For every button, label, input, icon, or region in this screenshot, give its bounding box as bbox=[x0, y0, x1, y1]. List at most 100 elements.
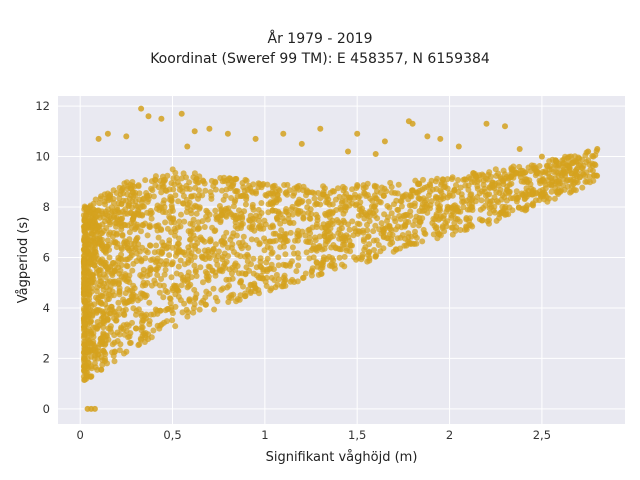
data-point bbox=[161, 319, 167, 326]
data-point bbox=[179, 309, 186, 316]
data-point bbox=[91, 262, 98, 269]
data-point bbox=[478, 197, 485, 204]
data-point bbox=[590, 177, 597, 184]
data-point bbox=[162, 219, 169, 226]
data-point bbox=[433, 193, 439, 200]
data-point bbox=[262, 192, 269, 198]
x-tick-label: 0,5 bbox=[163, 428, 181, 442]
data-point bbox=[139, 324, 146, 331]
data-point bbox=[190, 309, 197, 316]
y-tick-label: 6 bbox=[43, 250, 50, 264]
data-point bbox=[277, 233, 284, 240]
data-point bbox=[440, 212, 447, 219]
data-point bbox=[110, 239, 117, 246]
data-point bbox=[184, 273, 191, 279]
data-point bbox=[370, 228, 377, 235]
data-point bbox=[515, 204, 522, 211]
data-point bbox=[81, 377, 88, 383]
data-point bbox=[420, 176, 426, 183]
data-point bbox=[164, 172, 171, 179]
data-point bbox=[343, 247, 350, 254]
data-point bbox=[130, 282, 137, 289]
data-point bbox=[387, 179, 394, 186]
data-point bbox=[304, 239, 311, 245]
data-point bbox=[115, 281, 122, 288]
data-point bbox=[160, 294, 167, 301]
data-point bbox=[469, 207, 476, 213]
data-point bbox=[313, 224, 320, 230]
data-point bbox=[237, 279, 244, 285]
data-point bbox=[315, 271, 322, 278]
data-point bbox=[191, 262, 198, 269]
data-point bbox=[339, 261, 345, 268]
data-point bbox=[294, 250, 301, 257]
data-point bbox=[89, 312, 96, 318]
data-point bbox=[178, 211, 184, 218]
data-point bbox=[223, 186, 230, 193]
data-point bbox=[439, 223, 446, 230]
data-point bbox=[81, 347, 88, 354]
data-point bbox=[275, 262, 282, 269]
data-point bbox=[126, 229, 133, 236]
data-point bbox=[479, 188, 486, 195]
data-point bbox=[433, 211, 440, 218]
data-point bbox=[94, 284, 101, 291]
data-point bbox=[172, 252, 179, 259]
data-point bbox=[184, 313, 191, 320]
data-point bbox=[132, 246, 139, 252]
data-point bbox=[152, 223, 159, 230]
data-point bbox=[248, 236, 255, 243]
data-point bbox=[100, 331, 107, 338]
data-point bbox=[340, 241, 346, 248]
data-point bbox=[81, 218, 88, 225]
data-point bbox=[167, 300, 174, 307]
data-point bbox=[220, 234, 227, 241]
data-point bbox=[276, 187, 283, 194]
data-point bbox=[167, 295, 174, 302]
data-point bbox=[169, 244, 176, 251]
data-point bbox=[219, 178, 226, 185]
data-point bbox=[551, 195, 558, 202]
data-point bbox=[366, 248, 373, 255]
data-point bbox=[482, 175, 489, 182]
data-point bbox=[146, 222, 153, 229]
data-point bbox=[416, 208, 423, 215]
data-point bbox=[171, 232, 178, 239]
data-point bbox=[275, 254, 282, 261]
x-tick-label: 1,5 bbox=[348, 428, 366, 442]
data-point bbox=[158, 115, 165, 122]
data-point bbox=[207, 189, 214, 195]
data-point bbox=[267, 287, 274, 294]
data-point bbox=[225, 299, 232, 305]
data-point bbox=[139, 319, 145, 326]
data-point bbox=[267, 190, 274, 197]
data-point bbox=[326, 253, 333, 260]
data-point bbox=[187, 220, 194, 227]
data-point bbox=[262, 221, 269, 228]
data-point bbox=[539, 177, 546, 183]
data-point bbox=[364, 221, 370, 228]
data-point bbox=[201, 224, 208, 230]
data-point bbox=[303, 189, 310, 196]
data-point bbox=[378, 220, 385, 227]
data-point bbox=[405, 230, 412, 237]
data-point bbox=[177, 257, 184, 264]
data-point bbox=[223, 258, 230, 265]
data-point bbox=[171, 282, 178, 289]
data-point bbox=[343, 190, 349, 197]
data-point bbox=[486, 217, 492, 223]
chart-title-line1: År 1979 - 2019 bbox=[267, 31, 373, 47]
data-point bbox=[132, 202, 139, 209]
data-point bbox=[125, 299, 132, 306]
data-point bbox=[299, 275, 306, 281]
data-point bbox=[319, 264, 326, 271]
data-point bbox=[398, 203, 405, 210]
data-point bbox=[309, 189, 316, 196]
data-point bbox=[225, 253, 232, 259]
data-point bbox=[150, 327, 157, 334]
data-point bbox=[383, 235, 390, 242]
data-point bbox=[508, 174, 515, 180]
data-point bbox=[106, 254, 113, 261]
data-point bbox=[532, 197, 539, 204]
data-point bbox=[391, 190, 398, 196]
